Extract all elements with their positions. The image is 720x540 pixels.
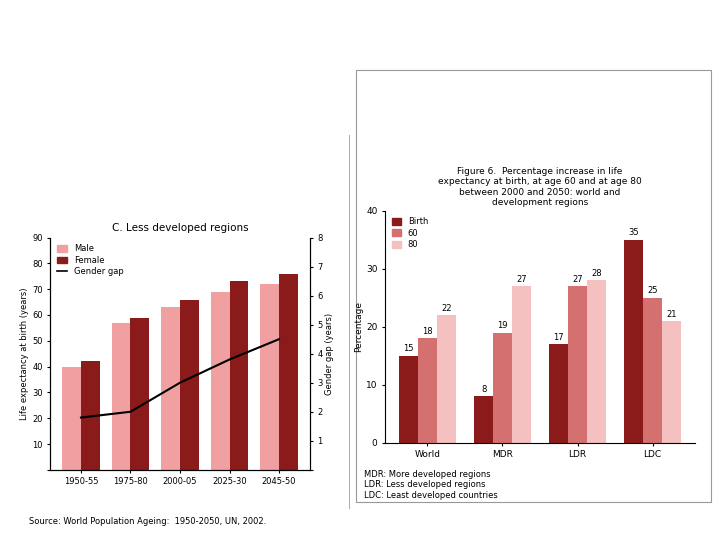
Text: 19: 19: [498, 321, 508, 330]
Legend: Male, Female, Gender gap: Male, Female, Gender gap: [55, 242, 126, 279]
Bar: [437, 315, 456, 443]
Y-axis label: Percentage: Percentage: [354, 301, 364, 352]
Text: 18: 18: [422, 327, 433, 336]
Y-axis label: Life expectancy at birth (years): Life expectancy at birth (years): [20, 287, 30, 420]
Bar: [279, 274, 298, 470]
Text: 27: 27: [516, 275, 526, 284]
Text: Source: World Population Ageing:  1950-2050, UN, 2002.: Source: World Population Ageing: 1950-20…: [29, 517, 266, 526]
Title: Figure 6.  Percentage increase in life
expectancy at birth, at age 60 and at age: Figure 6. Percentage increase in life ex…: [438, 167, 642, 207]
Bar: [549, 344, 568, 443]
Bar: [211, 292, 230, 470]
Text: 15: 15: [403, 345, 414, 353]
Text: 27: 27: [572, 275, 582, 284]
Bar: [161, 307, 180, 470]
Bar: [81, 361, 100, 470]
Legend: Birth, 60, 80: Birth, 60, 80: [390, 215, 431, 252]
Bar: [568, 286, 587, 443]
Bar: [418, 338, 437, 443]
Text: 8: 8: [481, 385, 487, 394]
Text: 25: 25: [647, 286, 658, 295]
Bar: [260, 284, 279, 470]
Bar: [493, 333, 512, 443]
Text: 28: 28: [591, 269, 602, 278]
Bar: [624, 240, 643, 443]
Bar: [662, 321, 680, 443]
Bar: [587, 280, 606, 443]
Text: MDR: More developed regions
LDR: Less developed regions
LDC: Least developed cou: MDR: More developed regions LDR: Less de…: [364, 470, 498, 500]
Bar: [62, 367, 81, 470]
Bar: [643, 298, 662, 443]
Text: 21: 21: [666, 309, 677, 319]
Y-axis label: Gender gap (years): Gender gap (years): [325, 313, 334, 395]
Bar: [400, 356, 418, 443]
Bar: [230, 281, 248, 470]
Text: 35: 35: [629, 228, 639, 237]
Bar: [130, 318, 149, 470]
Title: C. Less developed regions: C. Less developed regions: [112, 222, 248, 233]
Text: 17: 17: [554, 333, 564, 342]
Text: 22: 22: [441, 304, 451, 313]
Bar: [474, 396, 493, 443]
Bar: [180, 300, 199, 470]
Bar: [112, 323, 130, 470]
Bar: [512, 286, 531, 443]
